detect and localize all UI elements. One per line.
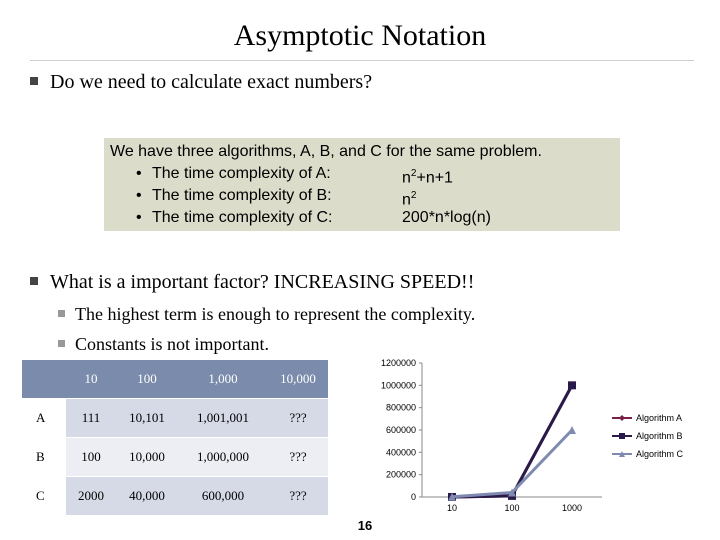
legend-label: Algorithm B bbox=[636, 431, 683, 441]
table-header-cell bbox=[22, 360, 66, 399]
table-cell: 10,101 bbox=[116, 398, 178, 438]
square-bullet-icon bbox=[58, 310, 65, 317]
algorithm-box: We have three algorithms, A, B, and C fo… bbox=[104, 138, 620, 231]
series-line-2 bbox=[451, 384, 574, 499]
complexity-line-chart: 0 200000 400000 600000 800000 1000000 1200000 1… bbox=[381, 358, 684, 513]
series-line-3 bbox=[451, 428, 574, 499]
legend-marker bbox=[619, 415, 625, 421]
table-row: A 111 10,101 1,001,001 ??? bbox=[22, 398, 328, 438]
box-item-value: n2 bbox=[402, 190, 417, 209]
title-divider bbox=[30, 60, 694, 61]
table-cell: ??? bbox=[268, 398, 328, 438]
bullet-text: Constants is not important. bbox=[75, 334, 270, 354]
series-line-1 bbox=[451, 384, 574, 499]
table-row: C 2000 40,000 600,000 ??? bbox=[22, 476, 328, 515]
bullet-text: What is a important factor? INCREASING S… bbox=[50, 271, 475, 293]
table-cell: B bbox=[22, 437, 66, 477]
table-cell: A bbox=[22, 398, 66, 438]
table-header-cell: 10,000 bbox=[268, 360, 328, 399]
complexity-table: 10 100 1,000 10,000 A 111 10,101 1,001,0… bbox=[22, 360, 328, 515]
bullet-important-factor: What is a important factor? INCREASING S… bbox=[30, 270, 474, 294]
box-item-value: n2+n+1 bbox=[402, 168, 453, 187]
page-number: 16 bbox=[357, 518, 373, 533]
box-intro-text: We have three algorithms, A, B, and C fo… bbox=[110, 143, 542, 160]
box-item-value: 200*n*log(n) bbox=[402, 209, 491, 226]
slide-title: Asymptotic Notation bbox=[233, 19, 487, 52]
y-tick-label: 1200000 bbox=[381, 358, 416, 368]
square-bullet-icon bbox=[30, 277, 38, 285]
box-item-b: The time complexity of B: n2 bbox=[110, 185, 620, 208]
table-header-cell: 10 bbox=[66, 360, 116, 399]
y-tick-label: 400000 bbox=[386, 447, 416, 457]
subbullet-constants: Constants is not important. bbox=[58, 332, 269, 356]
bullet-text: Do we need to calculate exact numbers? bbox=[50, 71, 373, 93]
subbullet-highest-term: The highest term is enough to represent … bbox=[58, 302, 475, 326]
square-bullet-icon bbox=[30, 77, 38, 85]
table-header-cell: 1,000 bbox=[178, 360, 268, 399]
table-cell: 2000 bbox=[66, 476, 116, 515]
table-header-row: 10 100 1,000 10,000 bbox=[22, 360, 328, 399]
series-point bbox=[568, 426, 576, 434]
box-item-a: The time complexity of A: n2+n+1 bbox=[110, 163, 620, 186]
y-tick-label: 200000 bbox=[386, 470, 416, 480]
x-tick-label: 10 bbox=[447, 503, 457, 513]
box-intro: We have three algorithms, A, B, and C fo… bbox=[110, 141, 620, 163]
table-row: B 100 10,000 1,000,000 ??? bbox=[22, 437, 328, 477]
table-cell: ??? bbox=[268, 437, 328, 477]
series-point bbox=[508, 488, 516, 497]
table-cell: 1,001,001 bbox=[178, 398, 268, 438]
table-cell: 600,000 bbox=[178, 476, 268, 515]
y-tick-label: 800000 bbox=[386, 403, 416, 413]
y-tick-label: 0 bbox=[411, 492, 416, 502]
box-item-label: The time complexity of B: bbox=[136, 185, 332, 207]
table-cell: 10,000 bbox=[116, 437, 178, 477]
y-tick-label: 600000 bbox=[386, 425, 416, 435]
table-cell: 1,000,000 bbox=[178, 437, 268, 477]
legend-label: Algorithm C bbox=[636, 449, 684, 459]
square-bullet-icon bbox=[58, 340, 65, 347]
series-point bbox=[568, 381, 576, 390]
legend-marker bbox=[619, 451, 625, 457]
bullet-exact-numbers: Do we need to calculate exact numbers? bbox=[30, 70, 372, 94]
table-cell: 100 bbox=[66, 437, 116, 477]
box-item-c: The time complexity of C: 200*n*log(n) bbox=[110, 207, 620, 229]
legend-label: Algorithm A bbox=[636, 413, 682, 423]
legend-marker bbox=[619, 433, 625, 439]
series-point bbox=[448, 492, 456, 501]
table-cell: ??? bbox=[268, 476, 328, 515]
table-header-cell: 100 bbox=[116, 360, 178, 399]
x-tick-label: 1000 bbox=[562, 503, 582, 513]
table-cell: 40,000 bbox=[116, 476, 178, 515]
x-tick-label: 100 bbox=[504, 503, 519, 513]
table-cell: C bbox=[22, 476, 66, 515]
box-item-label: The time complexity of C: bbox=[136, 207, 332, 229]
box-item-label: The time complexity of A: bbox=[136, 163, 331, 185]
y-tick-label: 1000000 bbox=[381, 380, 416, 390]
table-cell: 111 bbox=[66, 398, 116, 438]
bullet-text: The highest term is enough to represent … bbox=[75, 304, 476, 324]
